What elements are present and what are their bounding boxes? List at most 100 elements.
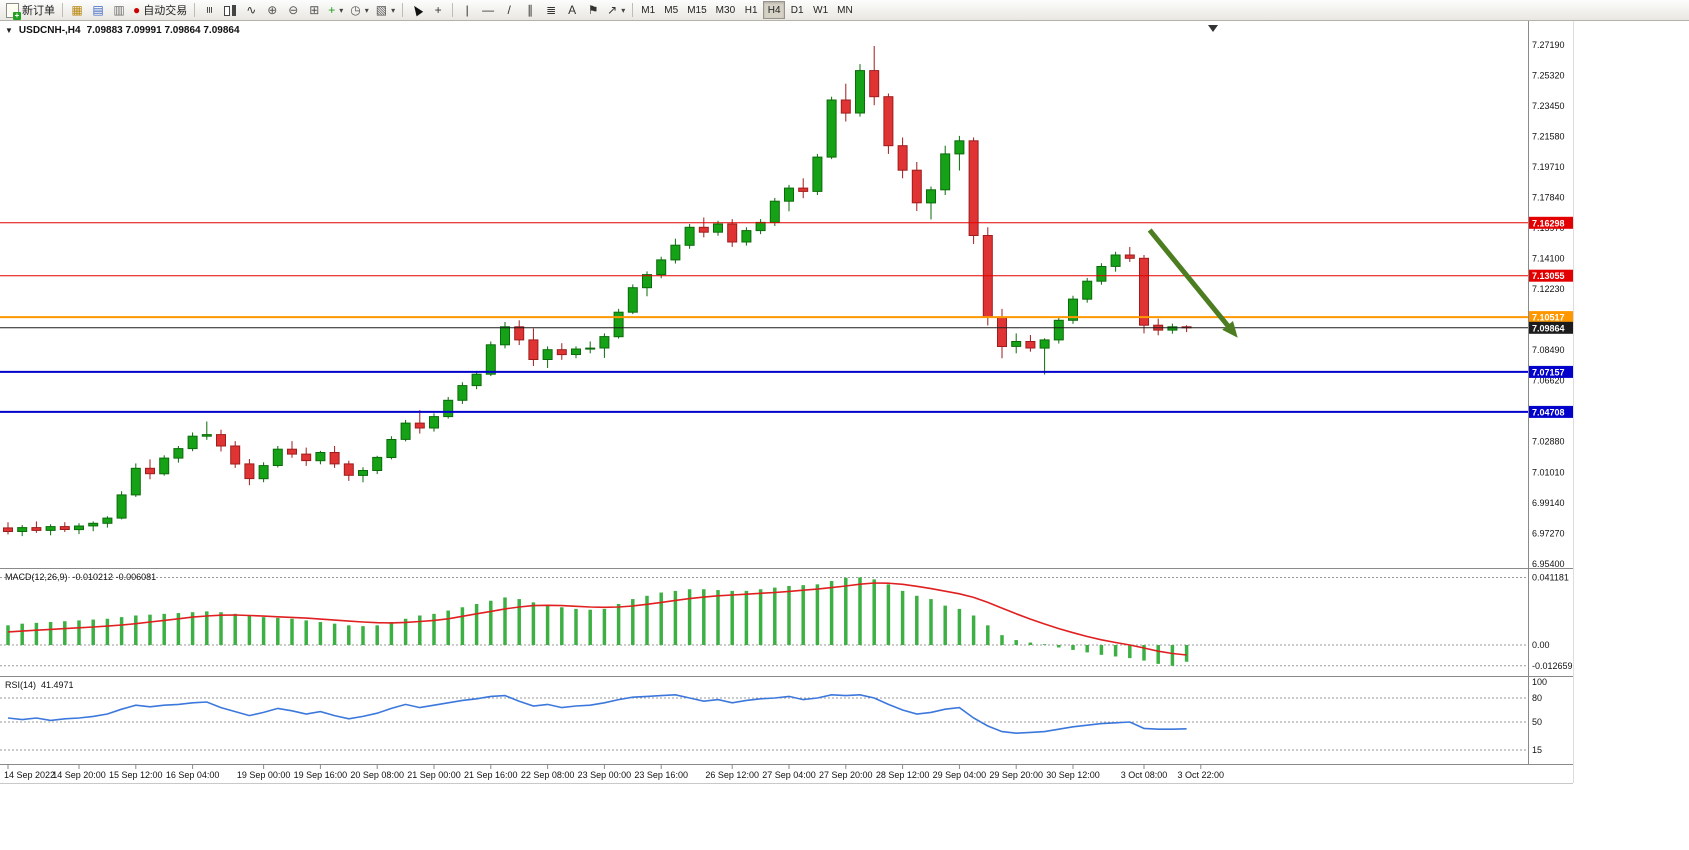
vertical-line-button[interactable]: | bbox=[457, 1, 477, 19]
crosshair-button[interactable]: + bbox=[428, 1, 448, 19]
rsi-scale-label: 15 bbox=[1532, 745, 1542, 755]
timeframe-m15-button[interactable]: M15 bbox=[683, 1, 710, 19]
candle bbox=[230, 445, 241, 465]
candle bbox=[982, 235, 993, 318]
candle bbox=[400, 422, 411, 440]
price-scale-label: 7.02880 bbox=[1532, 437, 1565, 447]
timeframe-h4-button[interactable]: H4 bbox=[763, 1, 786, 19]
chart-menu-icon[interactable]: ▼ bbox=[5, 26, 13, 35]
horizontal-line-icon: — bbox=[482, 3, 495, 17]
candle bbox=[315, 452, 326, 462]
timeframe-w1-button[interactable]: W1 bbox=[809, 1, 832, 19]
candle bbox=[485, 344, 496, 375]
candle bbox=[897, 145, 908, 171]
candle bbox=[130, 467, 141, 496]
tile-windows-button[interactable]: ⊞ bbox=[304, 1, 324, 19]
toolbar-separator bbox=[452, 3, 454, 17]
candle bbox=[713, 223, 723, 233]
tile-windows-icon: ⊞ bbox=[309, 3, 320, 17]
candle bbox=[798, 187, 809, 192]
text-label-button[interactable]: ⚑ bbox=[583, 1, 603, 19]
candle bbox=[698, 226, 709, 233]
toolbar-separator bbox=[194, 3, 196, 17]
fibonacci-icon: ≣ bbox=[546, 3, 557, 17]
candle bbox=[102, 517, 113, 524]
candle bbox=[1110, 254, 1121, 267]
equidistant-channel-icon: ∥ bbox=[527, 3, 534, 17]
rsi-value: 41.4971 bbox=[41, 680, 74, 690]
candle bbox=[542, 349, 553, 361]
dropdown-caret-icon: ▾ bbox=[391, 5, 396, 15]
candle bbox=[585, 347, 596, 350]
text-label-icon: ⚑ bbox=[587, 3, 599, 17]
horizontal-line-button[interactable]: — bbox=[478, 1, 498, 19]
zoom-out-button[interactable]: ⊖ bbox=[283, 1, 303, 19]
candle bbox=[1139, 257, 1149, 326]
indicators-button[interactable]: + ▾ bbox=[325, 1, 346, 19]
timeframe-m5-button[interactable]: M5 bbox=[660, 1, 682, 19]
chart-shift-marker[interactable] bbox=[1208, 25, 1218, 32]
trendline-button[interactable]: / bbox=[499, 1, 519, 19]
templates-button[interactable]: ▧ ▾ bbox=[373, 1, 398, 19]
line-chart-button[interactable]: ∿ bbox=[241, 1, 261, 19]
timeframe-m30-button[interactable]: M30 bbox=[712, 1, 739, 19]
periods-button[interactable]: ◷ ▾ bbox=[347, 1, 372, 19]
cursor-button[interactable] bbox=[407, 1, 427, 19]
candle bbox=[883, 96, 894, 147]
candle bbox=[187, 435, 198, 450]
autotrading-label: 自动交易 bbox=[143, 5, 188, 17]
candle bbox=[500, 326, 510, 346]
candle bbox=[855, 70, 865, 114]
new-order-icon: + bbox=[6, 2, 21, 20]
timeframe-mn-button[interactable]: MN bbox=[833, 1, 857, 19]
candle bbox=[386, 439, 397, 458]
candle bbox=[471, 373, 482, 387]
candle bbox=[642, 274, 652, 289]
candle bbox=[1025, 341, 1036, 349]
timeframe-d1-button[interactable]: D1 bbox=[786, 1, 808, 19]
candle bbox=[159, 457, 170, 475]
timeframe-m1-button[interactable]: M1 bbox=[637, 1, 659, 19]
candle bbox=[216, 434, 226, 447]
arrows-button[interactable]: ↗ ▾ bbox=[604, 1, 628, 19]
terminal-button[interactable]: ▥ bbox=[109, 1, 129, 19]
resistance-2-price-tag-text: 7.13055 bbox=[1532, 271, 1565, 281]
candle bbox=[443, 399, 454, 418]
zoom-in-button[interactable]: ⊕ bbox=[262, 1, 282, 19]
macd-values: -0.010212 -0.006081 bbox=[72, 572, 157, 582]
autotrading-button[interactable]: ● 自动交易 bbox=[130, 1, 190, 19]
chart-ohlc-values: 7.09883 7.09991 7.09864 7.09864 bbox=[86, 25, 240, 36]
new-order-button[interactable]: + 新订单 bbox=[3, 1, 58, 20]
indicators-icon: + bbox=[328, 3, 336, 17]
macd-scale-label: 0.00 bbox=[1532, 640, 1550, 650]
candle bbox=[272, 448, 283, 467]
candle bbox=[301, 453, 312, 462]
candle bbox=[826, 99, 837, 158]
candle bbox=[116, 494, 127, 519]
candle bbox=[329, 452, 340, 465]
candle bbox=[1011, 341, 1022, 347]
time-axis-label: 16 Sep 04:00 bbox=[166, 770, 220, 780]
fibonacci-button[interactable]: ≣ bbox=[541, 1, 561, 19]
candlestick-chart-button[interactable] bbox=[220, 1, 240, 19]
navigator-button[interactable]: ▤ bbox=[88, 1, 108, 19]
candle bbox=[627, 287, 638, 313]
candle bbox=[599, 336, 610, 349]
chart-title: ▼ USDCNH-,H4 7.09883 7.09991 7.09864 7.0… bbox=[5, 25, 240, 36]
candle bbox=[1096, 266, 1107, 282]
macd-label: MACD(12,26,9) -0.010212 -0.006081 bbox=[5, 572, 156, 582]
equidistant-channel-button[interactable]: ∥ bbox=[520, 1, 540, 19]
time-axis-label: 15 Sep 12:00 bbox=[109, 770, 163, 780]
bar-chart-button[interactable]: ≡ bbox=[199, 1, 219, 19]
candle bbox=[926, 189, 936, 204]
market-watch-button[interactable]: ▦ bbox=[67, 1, 87, 19]
support-1-price-tag-text: 7.07157 bbox=[1532, 367, 1565, 377]
timeframe-h1-button[interactable]: H1 bbox=[740, 1, 762, 19]
time-axis-label: 28 Sep 12:00 bbox=[876, 770, 930, 780]
candle bbox=[968, 140, 979, 236]
text-button[interactable]: A bbox=[562, 1, 582, 19]
candle bbox=[940, 153, 951, 191]
zoom-out-icon: ⊖ bbox=[288, 3, 299, 17]
trend-arrow[interactable] bbox=[1147, 228, 1234, 332]
candle bbox=[755, 221, 766, 232]
